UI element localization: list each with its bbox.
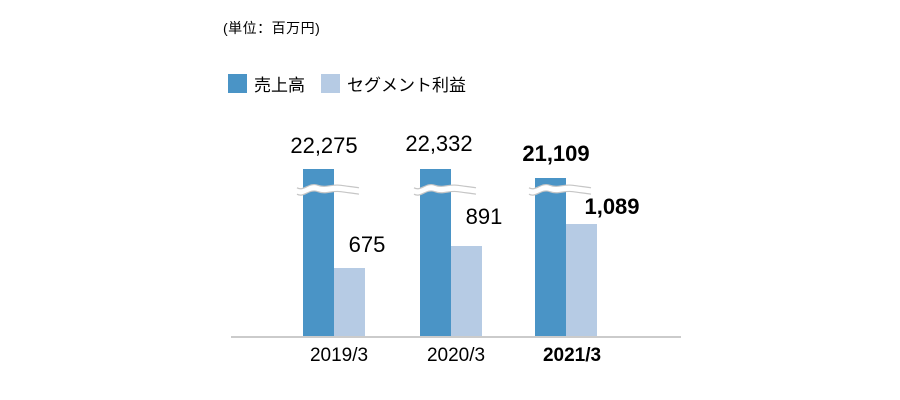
unit-label: (単位：百万円) — [223, 20, 321, 36]
x-axis-label-2020-3: 2020/3 — [426, 345, 486, 366]
value-label-sales-2020-3: 22,332 — [405, 131, 473, 156]
bar-sales-2021-3 — [535, 178, 566, 337]
value-label-sales-2019-3: 22,275 — [290, 133, 358, 158]
bar-profit-2020-3 — [451, 246, 482, 337]
legend: 売上高 セグメント利益 — [228, 71, 466, 96]
bar-profit-2019-3 — [334, 268, 365, 337]
axis-break-wave-icon — [412, 183, 478, 196]
value-label-sales-2021-3: 21,109 — [522, 141, 590, 166]
x-axis-label-2019-3: 2019/3 — [309, 345, 369, 366]
legend-swatch-segment-profit — [321, 74, 340, 93]
axis-break-wave-icon — [527, 183, 593, 196]
bar-sales-2020-3 — [420, 169, 451, 337]
legend-label-segment-profit: セグメント利益 — [347, 76, 466, 95]
legend-label-sales: 売上高 — [254, 76, 305, 95]
x-axis-line — [231, 336, 681, 338]
bar-profit-2021-3 — [566, 224, 597, 337]
value-label-profit-2020-3: 891 — [465, 204, 503, 229]
x-axis-label-2021-3: 2021/3 — [542, 345, 602, 366]
bar-sales-2019-3 — [303, 169, 334, 337]
legend-swatch-sales — [228, 74, 247, 93]
axis-break-wave-icon — [295, 183, 361, 196]
value-label-profit-2019-3: 675 — [348, 232, 386, 257]
value-label-profit-2021-3: 1,089 — [584, 194, 640, 219]
